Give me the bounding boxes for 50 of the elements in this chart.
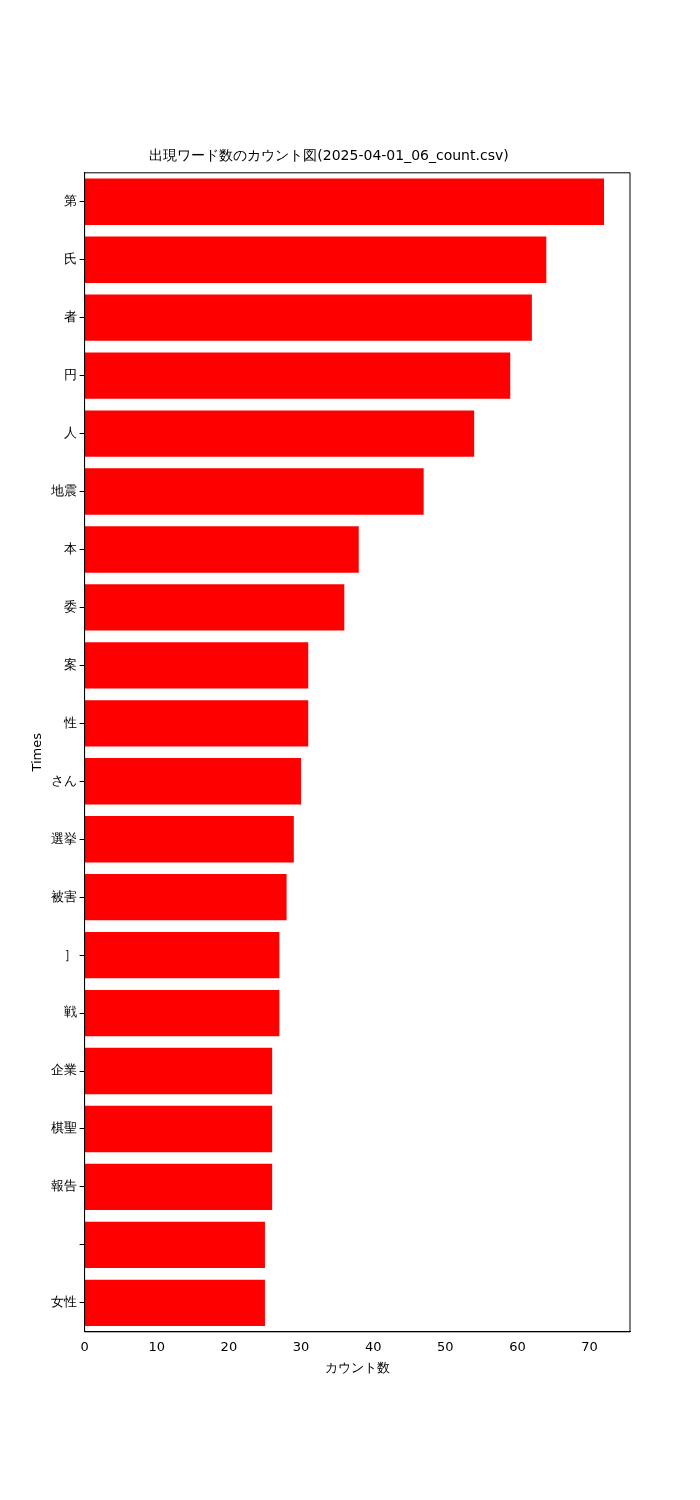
- bar: [84, 700, 309, 747]
- y-tick-label: 被害: [50, 888, 77, 904]
- y-tick-label: 選挙: [50, 830, 77, 846]
- bar: [84, 642, 309, 689]
- chart-title: 出現ワード数のカウント図(2025-04-01_06_count.csv): [149, 147, 509, 164]
- bar: [84, 1105, 273, 1153]
- y-tick-label: 案: [63, 656, 77, 672]
- y-tick-label: 者: [63, 309, 77, 325]
- y-axis-title: Times: [29, 732, 45, 773]
- x-tick-label: 30: [292, 1338, 310, 1354]
- x-tick-label: 0: [80, 1338, 89, 1354]
- y-tick-label: さん: [50, 772, 77, 788]
- bar: [84, 468, 424, 515]
- bar: [84, 989, 280, 1037]
- bar: [84, 352, 511, 399]
- bar: [84, 1221, 265, 1269]
- y-tick-label: 委: [63, 598, 77, 614]
- bar: [84, 1279, 265, 1327]
- bar: [84, 294, 532, 341]
- y-tick-label: 人: [63, 424, 77, 440]
- bar: [84, 236, 547, 283]
- bar: [84, 526, 359, 573]
- bar: [84, 1163, 273, 1211]
- bar: [84, 816, 294, 863]
- x-axis-title: カウント数: [324, 1359, 390, 1375]
- y-tick-label: 性: [62, 714, 77, 730]
- x-tick-label: 20: [220, 1338, 238, 1354]
- x-tick-label: 40: [364, 1338, 382, 1354]
- y-tick-label: 円: [63, 367, 77, 382]
- x-tick-label: 50: [437, 1338, 454, 1354]
- y-tick-label: 地震: [49, 482, 77, 498]
- bar: [84, 874, 287, 921]
- x-tick-label: 60: [509, 1338, 526, 1354]
- bar: [84, 758, 302, 805]
- x-tick-label: 70: [581, 1338, 598, 1354]
- bar: [84, 410, 475, 457]
- y-tick-label: 報告: [50, 1178, 77, 1194]
- y-tick-label: 戦: [63, 1004, 77, 1020]
- y-tick-label: ］: [63, 946, 77, 962]
- bar: [84, 178, 605, 225]
- y-tick-label: 氏: [63, 251, 77, 267]
- y-tick-label: 第: [63, 193, 77, 209]
- y-tick-label: 女性: [50, 1294, 77, 1310]
- y-tick-label: 企業: [50, 1062, 77, 1078]
- bar: [84, 584, 345, 631]
- y-tick-label: 棋聖: [50, 1120, 77, 1136]
- x-tick-label: 10: [148, 1338, 166, 1354]
- bar: [84, 1047, 273, 1095]
- bar: [84, 931, 280, 979]
- y-tick-label: 本: [63, 540, 77, 556]
